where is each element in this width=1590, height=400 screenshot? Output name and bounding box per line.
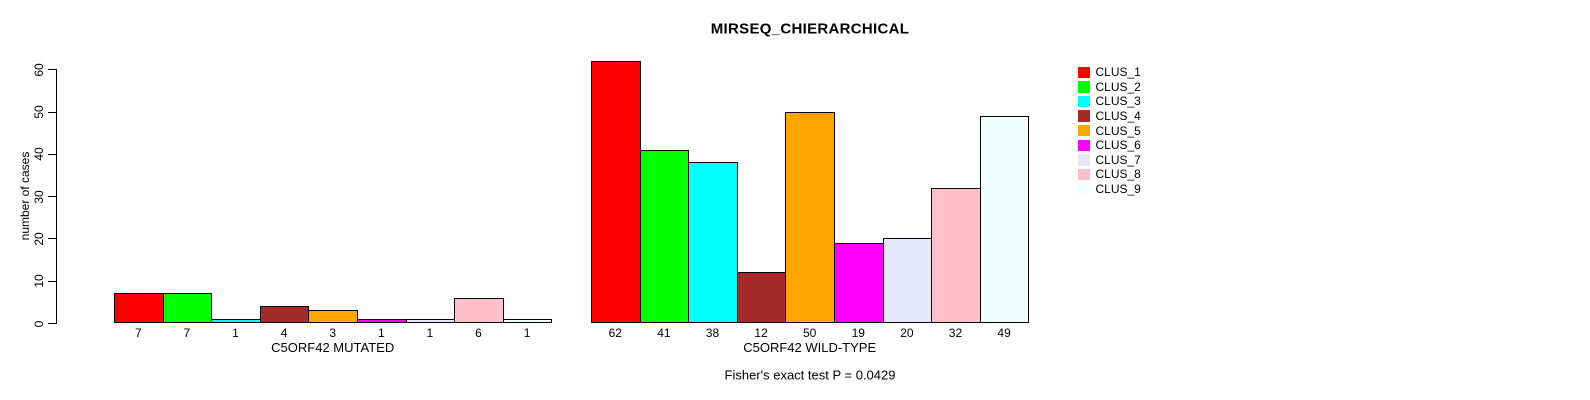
bar-value-label: 41 <box>657 326 671 340</box>
bar <box>931 187 981 323</box>
bar <box>502 318 553 323</box>
y-tick-label: 10 <box>32 274 46 288</box>
legend-swatch <box>1078 139 1090 152</box>
legend: CLUS_1 CLUS_2 CLUS_3 CLUS_4 CLUS_5 CLUS_6 CLUS… <box>1078 65 1141 196</box>
legend-swatch <box>1078 154 1090 166</box>
legend-swatch <box>1078 124 1090 137</box>
bar <box>259 306 310 323</box>
legend-label: CLUS_6 <box>1095 138 1141 153</box>
bar-value-label: 3 <box>329 326 337 340</box>
legend-swatch <box>1078 81 1090 93</box>
legend-label: CLUS_4 <box>1095 109 1141 124</box>
legend-label: CLUS_9 <box>1095 182 1141 197</box>
bar-value-label: 1 <box>232 326 239 340</box>
group-label: C5ORF42 WILD-TYPE <box>743 340 877 355</box>
legend-label: CLUS_1 <box>1095 65 1141 80</box>
bar <box>308 310 358 323</box>
bar <box>591 60 641 323</box>
bar-value-label: 1 <box>426 326 434 340</box>
legend-row: CLUS_5 <box>1078 123 1141 138</box>
fisher-test-annotation: Fisher's exact test P = 0.0429 <box>724 367 896 383</box>
y-tick <box>48 280 56 282</box>
y-tick-label: 30 <box>32 189 46 204</box>
bar <box>882 238 933 323</box>
y-tick <box>48 69 56 71</box>
legend-swatch <box>1078 95 1090 108</box>
bar-value-label: 19 <box>851 326 865 340</box>
bar <box>785 111 835 323</box>
legend-swatch <box>1078 110 1090 122</box>
legend-row: CLUS_3 <box>1078 94 1141 109</box>
legend-label: CLUS_5 <box>1095 123 1141 138</box>
y-tick <box>48 238 56 240</box>
legend-row: CLUS_8 <box>1078 167 1141 182</box>
y-axis-line <box>56 69 57 324</box>
legend-label: CLUS_3 <box>1095 94 1141 109</box>
y-axis-title: number of cases <box>18 151 32 241</box>
y-tick-label: 50 <box>32 105 46 119</box>
legend-label: CLUS_8 <box>1095 167 1141 182</box>
bar-value-label: 7 <box>134 326 142 340</box>
y-tick-label: 40 <box>32 147 46 162</box>
legend-row: CLUS_2 <box>1078 80 1141 95</box>
bar <box>736 272 787 323</box>
legend-row: CLUS_7 <box>1078 153 1141 168</box>
legend-swatch <box>1078 183 1090 195</box>
legend-label: CLUS_7 <box>1095 152 1141 167</box>
y-tick <box>48 153 56 155</box>
chart-title: MIRSEQ_CHIERARCHICAL <box>710 20 910 38</box>
bar <box>454 297 504 323</box>
y-tick-label: 20 <box>32 232 46 246</box>
group-label: C5ORF42 MUTATED <box>271 340 395 355</box>
bar-value-label: 62 <box>608 326 622 340</box>
bar-value-label: 32 <box>948 326 963 340</box>
legend-row: CLUS_1 <box>1078 65 1141 80</box>
y-tick-label: 0 <box>32 320 46 327</box>
bar-value-label: 12 <box>754 326 768 340</box>
bar-value-label: 1 <box>523 326 531 340</box>
y-tick <box>48 323 56 324</box>
y-tick-label: 60 <box>32 63 46 77</box>
legend-row: CLUS_9 <box>1078 182 1141 197</box>
legend-row: CLUS_4 <box>1078 109 1141 124</box>
bar <box>834 242 884 323</box>
legend-row: CLUS_6 <box>1078 138 1141 153</box>
bar-value-label: 4 <box>280 326 288 340</box>
y-tick <box>48 196 56 198</box>
y-tick <box>48 111 56 113</box>
bar <box>357 318 407 323</box>
bar <box>688 162 738 323</box>
bar-value-label: 38 <box>705 326 720 340</box>
legend-swatch <box>1078 66 1090 79</box>
bar <box>405 318 456 323</box>
bar-value-label: 7 <box>183 326 191 340</box>
bar-value-label: 1 <box>377 326 385 340</box>
bar <box>211 318 261 323</box>
bar <box>114 293 164 323</box>
bar-value-label: 49 <box>997 326 1011 340</box>
legend-swatch <box>1078 168 1090 181</box>
bar-value-label: 6 <box>475 326 482 340</box>
bar <box>162 293 213 323</box>
bar <box>639 149 690 323</box>
legend-label: CLUS_2 <box>1095 79 1141 94</box>
bar-value-label: 50 <box>803 326 817 340</box>
bar <box>979 115 1030 323</box>
bar-value-label: 20 <box>900 326 914 340</box>
